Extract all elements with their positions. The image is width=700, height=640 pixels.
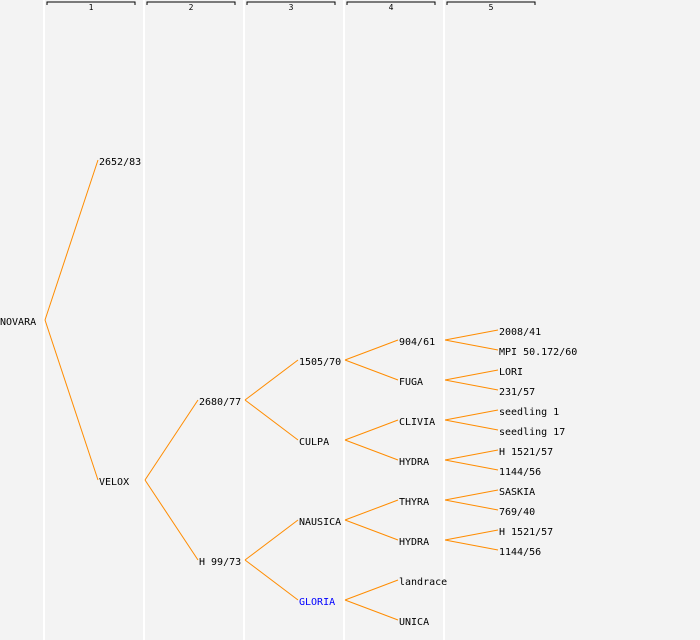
generation-header: 2 (189, 3, 194, 12)
pedigree-node[interactable]: 231/57 (499, 387, 535, 398)
pedigree-node[interactable]: seedling 17 (499, 427, 565, 438)
pedigree-link (444, 489, 499, 501)
pedigree-link (444, 459, 499, 471)
pedigree-link (444, 539, 499, 551)
pedigree-link (344, 599, 399, 621)
generation-bracket (446, 1, 536, 5)
pedigree-node[interactable]: HYDRA (399, 537, 429, 548)
pedigree-node[interactable]: NOVARA (0, 317, 36, 328)
generation-header: 4 (389, 3, 394, 12)
generation-bracket (346, 1, 436, 5)
pedigree-node[interactable]: 1144/56 (499, 547, 541, 558)
pedigree-node[interactable]: 1144/56 (499, 467, 541, 478)
pedigree-node[interactable]: THYRA (399, 497, 429, 508)
pedigree-node[interactable]: 2008/41 (499, 327, 541, 338)
pedigree-node[interactable]: FUGA (399, 377, 423, 388)
pedigree-link (344, 359, 399, 381)
pedigree-node[interactable]: SASKIA (499, 487, 535, 498)
pedigree-link (344, 439, 399, 461)
generation-bracket (146, 1, 236, 5)
pedigree-link (444, 409, 499, 421)
pedigree-link (244, 519, 299, 561)
pedigree-node[interactable]: H 1521/57 (499, 447, 553, 458)
pedigree-node[interactable]: CULPA (299, 437, 329, 448)
generation-header: 5 (489, 3, 494, 12)
pedigree-link (444, 339, 499, 351)
pedigree-link (244, 359, 299, 401)
pedigree-link (444, 499, 499, 511)
pedigree-node[interactable]: 2652/83 (99, 157, 141, 168)
pedigree-node[interactable]: UNICA (399, 617, 429, 628)
pedigree-node[interactable]: CLIVIA (399, 417, 435, 428)
pedigree-link (444, 419, 499, 431)
pedigree-link (44, 159, 99, 321)
pedigree-node[interactable]: 769/40 (499, 507, 535, 518)
generation-header: 3 (289, 3, 294, 12)
pedigree-node[interactable]: GLORIA (299, 597, 335, 608)
pedigree-link (344, 579, 399, 601)
pedigree-link (144, 399, 199, 481)
pedigree-link (444, 379, 499, 391)
pedigree-node[interactable]: H 99/73 (199, 557, 241, 568)
pedigree-link (144, 479, 199, 561)
pedigree-link (244, 399, 299, 441)
pedigree-node[interactable]: H 1521/57 (499, 527, 553, 538)
pedigree-link (444, 529, 499, 541)
pedigree-link (344, 499, 399, 521)
pedigree-node[interactable]: seedling 1 (499, 407, 559, 418)
generation-bracket (46, 1, 136, 5)
pedigree-node[interactable]: 904/61 (399, 337, 435, 348)
pedigree-node[interactable]: 2680/77 (199, 397, 241, 408)
pedigree-link (444, 449, 499, 461)
pedigree-node[interactable]: LORI (499, 367, 523, 378)
generation-bracket (246, 1, 336, 5)
generation-header: 1 (89, 3, 94, 12)
pedigree-link (344, 519, 399, 541)
pedigree-node[interactable]: landrace (399, 577, 447, 588)
pedigree-link (444, 329, 499, 341)
pedigree-node[interactable]: NAUSICA (299, 517, 341, 528)
pedigree-link (444, 369, 499, 381)
pedigree-link (344, 419, 399, 441)
pedigree-node[interactable]: 1505/70 (299, 357, 341, 368)
pedigree-link (344, 339, 399, 361)
pedigree-link (44, 319, 99, 481)
pedigree-node[interactable]: MPI 50.172/60 (499, 347, 577, 358)
pedigree-link (244, 559, 299, 601)
pedigree-node[interactable]: HYDRA (399, 457, 429, 468)
pedigree-node[interactable]: VELOX (99, 477, 129, 488)
